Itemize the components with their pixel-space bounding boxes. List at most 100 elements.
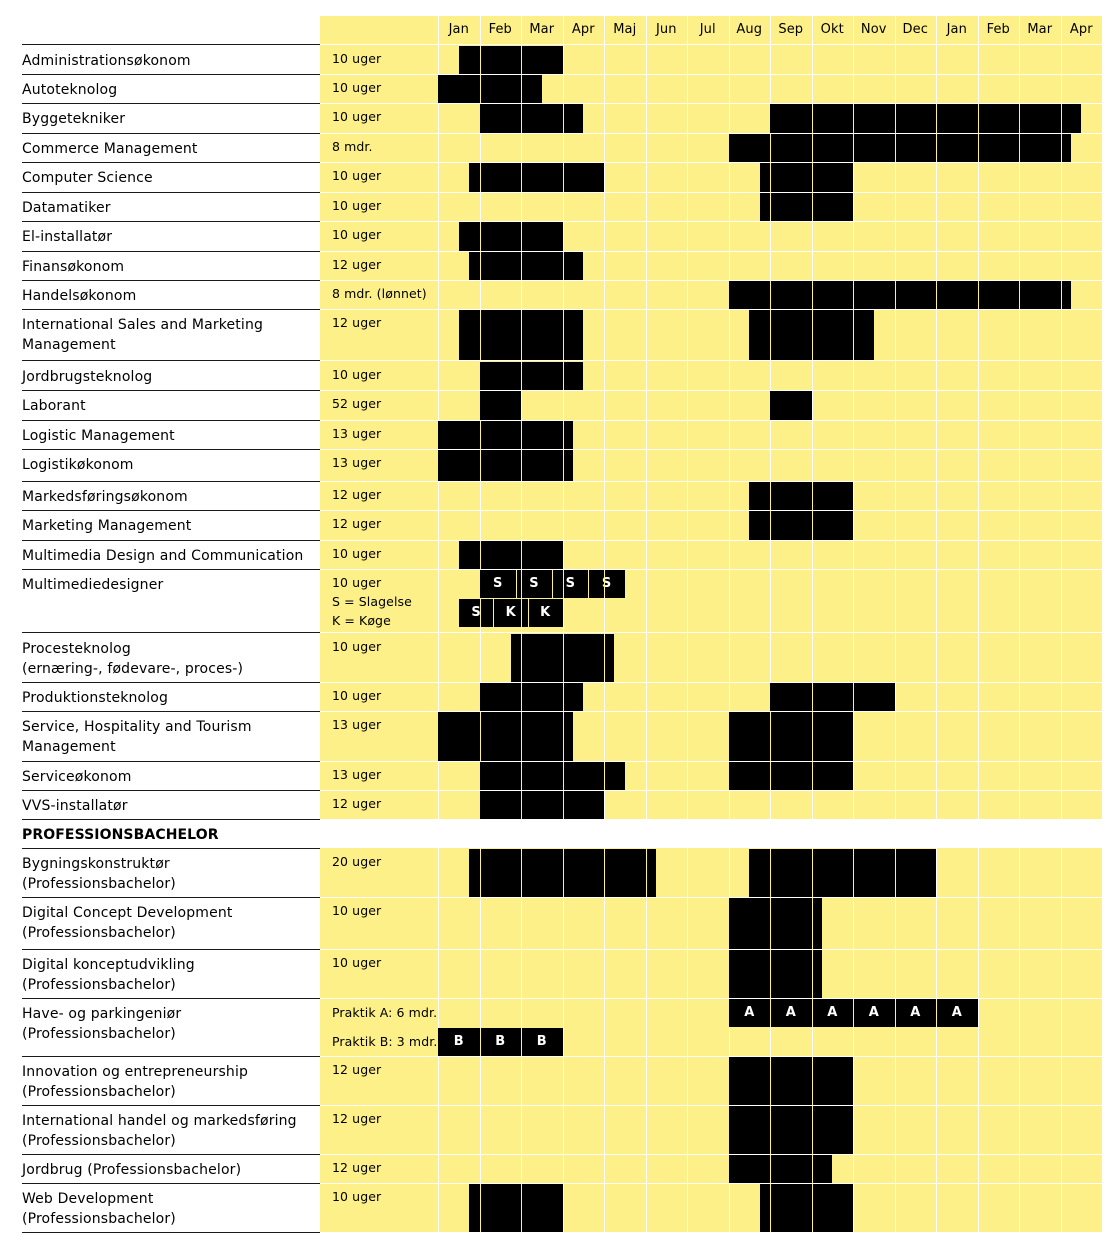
month-header-9: Okt bbox=[820, 22, 844, 37]
row-name-line: Laborant bbox=[22, 398, 86, 414]
row-gridline bbox=[320, 103, 1102, 104]
bar-month-gap bbox=[812, 281, 813, 309]
bar-month-gap bbox=[521, 791, 522, 819]
bar-month-gap bbox=[563, 634, 564, 682]
row-gridline bbox=[320, 360, 1102, 361]
row-gridline bbox=[320, 1105, 1102, 1106]
row-name-line: Serviceøkonom bbox=[22, 769, 132, 785]
row-name-line: Web Development bbox=[22, 1191, 154, 1207]
bar-month-gap bbox=[770, 712, 771, 761]
schedule-bar bbox=[458, 541, 563, 569]
row-name: El-installatør bbox=[22, 227, 314, 247]
row-name: Finansøkonom bbox=[22, 257, 314, 277]
row-duration: 8 mdr. bbox=[332, 137, 373, 156]
row-duration: 10 uger bbox=[332, 166, 381, 185]
bar-month-gap bbox=[895, 134, 896, 162]
row-duration: K = Køge bbox=[332, 613, 391, 628]
row-duration: S = Slagelse bbox=[332, 594, 412, 609]
bar-month-gap bbox=[812, 1155, 813, 1183]
row-duration: 13 uger bbox=[332, 453, 381, 472]
row-name: Autoteknolog bbox=[22, 80, 314, 100]
row-duration-line: 10 uger bbox=[332, 198, 382, 213]
row-duration: 10 uger bbox=[332, 686, 381, 705]
bar-letter: B bbox=[495, 1034, 506, 1049]
row-duration: 10 uger bbox=[332, 1187, 381, 1206]
row-name: Logistikøkonom bbox=[22, 455, 314, 475]
bar-month-gap bbox=[563, 762, 564, 790]
schedule-bar bbox=[479, 683, 584, 711]
row-name-line: Datamatiker bbox=[22, 200, 111, 216]
bar-month-gap bbox=[812, 482, 813, 510]
bar-month-gap bbox=[853, 999, 854, 1027]
row-name: Byggetekniker bbox=[22, 109, 314, 129]
row-gridline bbox=[320, 162, 1102, 163]
bar-separator bbox=[516, 570, 517, 598]
bar-month-gap bbox=[812, 898, 813, 949]
bar-month-gap bbox=[895, 999, 896, 1027]
schedule-bar bbox=[479, 791, 604, 819]
row-name: Digital konceptudvikling (Professionsbach… bbox=[22, 955, 314, 995]
row-name-line: (Professionsbachelor) bbox=[22, 1026, 176, 1042]
bar-month-gap bbox=[853, 310, 854, 360]
schedule-bar bbox=[749, 849, 936, 897]
row-duration: 10 uger bbox=[332, 49, 381, 68]
row-gridline bbox=[320, 221, 1102, 222]
bar-month-gap bbox=[521, 541, 522, 569]
month-header-2: Mar bbox=[529, 22, 555, 37]
schedule-bar bbox=[728, 281, 1071, 309]
bar-month-gap bbox=[978, 104, 979, 133]
bar-month-gap bbox=[770, 482, 771, 510]
bar-month-gap bbox=[480, 1184, 481, 1232]
schedule-bar bbox=[759, 163, 853, 192]
bar-letter: A bbox=[827, 1005, 838, 1020]
bar-month-gap bbox=[1019, 281, 1020, 309]
row-name-line: International Sales and Marketing bbox=[22, 317, 264, 333]
month-header-15: Apr bbox=[1069, 22, 1093, 37]
row-duration-line: 12 uger bbox=[332, 1160, 382, 1175]
row-name: Logistic Management bbox=[22, 426, 314, 446]
grid-vline bbox=[978, 16, 979, 1233]
row-name: Procesteknolog (ernæring-, fødevare-, pro… bbox=[22, 639, 314, 679]
bar-month-gap bbox=[812, 1106, 813, 1154]
row-name: Produktionsteknolog bbox=[22, 688, 314, 708]
row-duration-line: 8 mdr. (lønnet) bbox=[332, 286, 427, 301]
bar-month-gap bbox=[812, 950, 813, 998]
bar-month-gap bbox=[853, 849, 854, 897]
row-duration: 8 mdr. (lønnet) bbox=[332, 284, 427, 303]
row-duration-line: 13 uger bbox=[332, 717, 382, 732]
row-duration: Praktik A: 6 mdr. bbox=[332, 1005, 438, 1020]
month-header-14: Mar bbox=[1027, 22, 1053, 37]
row-name: Commerce Management bbox=[22, 139, 314, 159]
row-gridline bbox=[320, 569, 1102, 570]
row-duration-line: 12 uger bbox=[332, 315, 382, 330]
row-gridline bbox=[320, 1154, 1102, 1155]
row-name-line: Jordbrugsteknolog bbox=[22, 369, 153, 385]
row-name: Innovation og entrepreneurship (Professio… bbox=[22, 1062, 314, 1102]
row-duration: 12 uger bbox=[332, 1158, 381, 1177]
bar-separator bbox=[493, 599, 494, 627]
bar-month-gap bbox=[563, 570, 564, 598]
row-duration: 10 uger bbox=[332, 225, 381, 244]
row-name-line: Bygningskonstruktør bbox=[22, 856, 170, 872]
row-duration-line: 10 uger bbox=[332, 80, 382, 95]
bar-letter: A bbox=[785, 1005, 796, 1020]
bar-month-gap bbox=[978, 134, 979, 162]
row-duration-line: 10 uger bbox=[332, 903, 382, 918]
row-duration: 12 uger bbox=[332, 1060, 381, 1079]
bar-month-gap bbox=[521, 599, 522, 627]
bar-month-gap bbox=[646, 849, 647, 897]
row-duration-line: 13 uger bbox=[332, 426, 382, 441]
month-header-4: Maj bbox=[613, 22, 637, 37]
schedule-bar bbox=[438, 712, 573, 761]
bar-month-gap bbox=[895, 104, 896, 133]
schedule-bar bbox=[728, 762, 853, 790]
bar-letter: S bbox=[565, 576, 575, 591]
bar-month-gap bbox=[521, 252, 522, 280]
row-duration: 10 uger bbox=[332, 901, 381, 920]
bar-month-gap bbox=[563, 849, 564, 897]
schedule-bar bbox=[469, 252, 584, 280]
bar-month-gap bbox=[521, 46, 522, 74]
row-name-line: Administrationsøkonom bbox=[22, 53, 191, 69]
row-divider bbox=[22, 251, 320, 252]
